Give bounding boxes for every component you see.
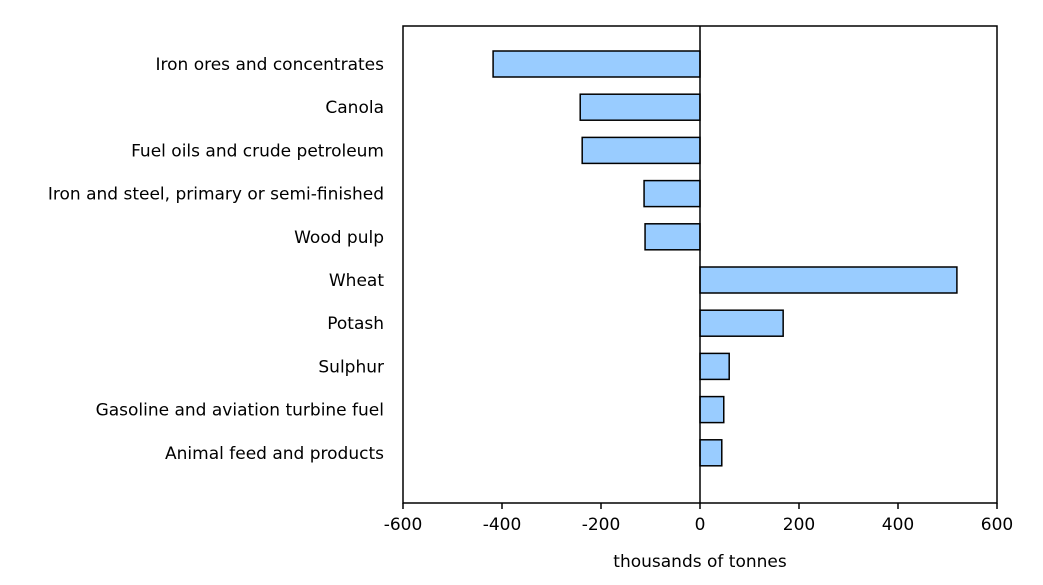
bar	[699, 266, 958, 294]
category-label: Animal feed and products	[165, 444, 384, 464]
bar	[643, 179, 701, 208]
x-axis-label: thousands of tonnes	[613, 552, 787, 572]
category-label: Wheat	[329, 271, 384, 291]
bar	[699, 352, 730, 381]
category-label: Iron ores and concentrates	[156, 55, 385, 75]
category-label: Wood pulp	[294, 228, 384, 248]
category-label: Potash	[327, 314, 384, 334]
x-tick-label: 400	[882, 515, 914, 535]
bar	[492, 50, 701, 78]
bar	[644, 223, 701, 251]
category-label: Canola	[325, 98, 384, 118]
x-tick-label: 0	[695, 515, 706, 535]
x-tick-label: -600	[384, 515, 423, 535]
category-label: Iron and steel, primary or semi-finished	[48, 185, 384, 205]
bar	[581, 136, 701, 165]
x-tick-label: 600	[981, 515, 1013, 535]
category-label: Fuel oils and crude petroleum	[131, 141, 384, 161]
bar	[699, 395, 725, 424]
bar	[579, 93, 701, 121]
category-label: Gasoline and aviation turbine fuel	[96, 401, 384, 421]
bar	[699, 309, 784, 337]
category-label: Sulphur	[318, 357, 384, 377]
x-tick-label: -200	[582, 515, 621, 535]
bar	[699, 439, 723, 467]
x-tick-label: -400	[483, 515, 522, 535]
x-tick-label: 200	[783, 515, 815, 535]
